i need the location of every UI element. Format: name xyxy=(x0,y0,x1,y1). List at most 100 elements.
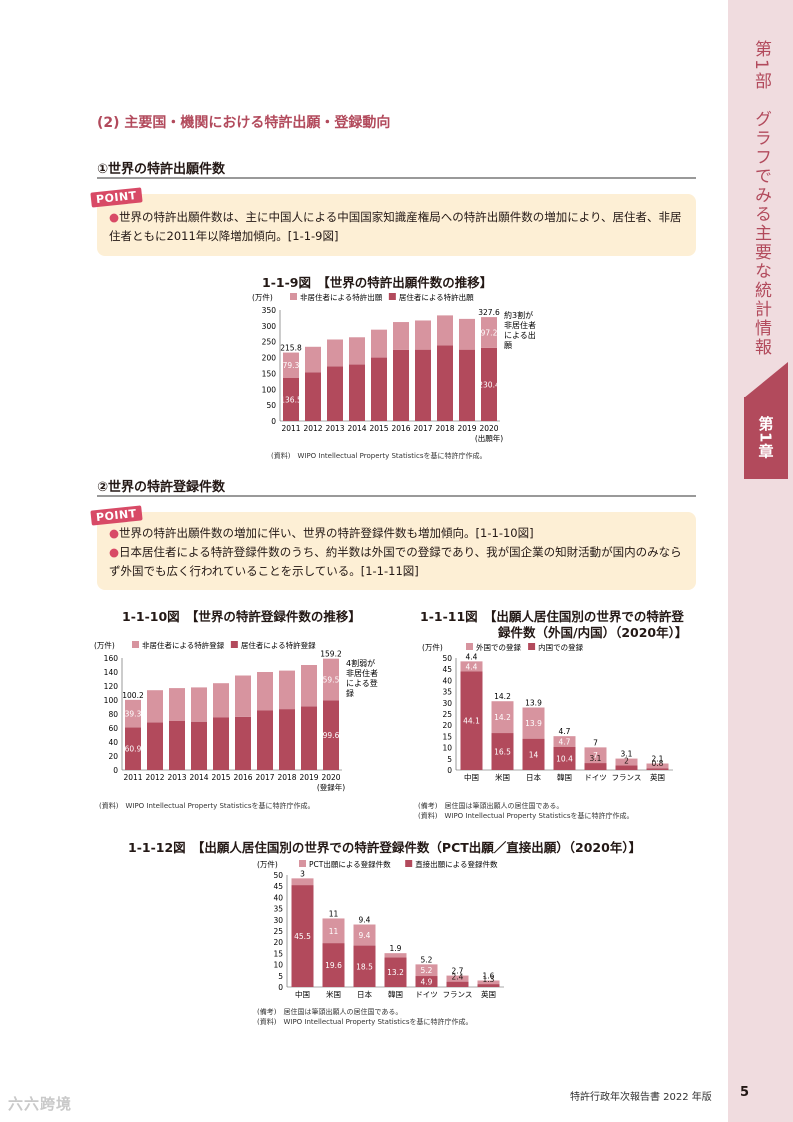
legend-entry: 非居住者による特許出願 xyxy=(300,292,383,302)
y-tick-label: 40 xyxy=(442,676,452,685)
data-label: 215.8 xyxy=(280,344,302,353)
x-tick-label: 2015 xyxy=(211,773,230,782)
bar-segment xyxy=(322,943,345,987)
data-label: 11 xyxy=(329,927,339,936)
legend-swatch xyxy=(299,860,306,867)
legend-swatch xyxy=(230,641,238,648)
subsection-title-applications: ①世界の特許出願件数 xyxy=(97,162,226,177)
legend-entry: 直接出願による登録件数 xyxy=(415,859,498,869)
x-tick-label: 米国 xyxy=(326,989,341,999)
data-label: 100.2 xyxy=(122,691,144,700)
figure-source: (資料) WIPO Intellectual Property Statisti… xyxy=(99,802,315,810)
y-tick-label: 35 xyxy=(442,688,452,697)
data-label: 59.5 xyxy=(323,675,340,684)
part-label: 第1部 グラフでみる主要な統計情報 xyxy=(751,40,771,357)
data-label: 4.9 xyxy=(421,978,433,987)
bar-segment xyxy=(491,701,514,734)
y-tick-label: 45 xyxy=(273,882,283,891)
divider xyxy=(97,177,696,179)
x-tick-label: 2019 xyxy=(457,424,476,433)
y-tick-label: 40 xyxy=(108,738,118,747)
y-tick-label: 350 xyxy=(262,306,277,315)
bar-segment xyxy=(481,317,497,348)
figure-title-12: 1-1-12図 【出願人居住国別の世界での特許登録件数（PCT出願／直接出願）（… xyxy=(128,840,642,855)
x-tick-label: 2020 xyxy=(479,424,498,433)
data-label: 7 xyxy=(593,738,598,747)
bar-segment xyxy=(235,716,251,770)
bar-segment xyxy=(125,727,141,770)
section-title: (2) 主要国・機関における特許出願・登録動向 xyxy=(97,115,391,131)
data-label: 9.4 xyxy=(359,931,371,940)
x-tick-label: 2014 xyxy=(347,424,366,433)
y-tick-label: 30 xyxy=(273,916,283,925)
bar-segment xyxy=(169,721,185,770)
bar-segment xyxy=(393,349,409,421)
legend-entry: 内国での登録 xyxy=(538,642,583,652)
data-label: 9.4 xyxy=(359,916,371,925)
bar-segment xyxy=(283,352,299,378)
bar-segment xyxy=(213,683,229,718)
y-tick-label: 150 xyxy=(262,369,277,378)
bar-segment xyxy=(257,672,273,711)
data-label: 18.5 xyxy=(356,962,373,971)
y-tick-label: 100 xyxy=(104,696,119,705)
y-tick-label: 140 xyxy=(104,668,119,677)
x-tick-label: 2012 xyxy=(145,773,164,782)
y-tick-label: 10 xyxy=(273,961,283,970)
bar-segment xyxy=(191,721,207,770)
y-tick-label: 40 xyxy=(273,893,283,902)
bar-segment xyxy=(125,699,141,728)
data-label: 13.9 xyxy=(525,719,542,728)
point-box-1: ●世界の特許出願件数は、主に中国人による中国国家知識産権局への特許出願件数の増加… xyxy=(97,194,696,256)
chart-unit-label: (万件) xyxy=(94,640,115,650)
bar-segment xyxy=(553,736,576,747)
bar-segment xyxy=(522,738,545,770)
bar-segment xyxy=(147,722,163,770)
bar-segment xyxy=(322,918,345,944)
bar-segment xyxy=(301,665,317,707)
bar-segment xyxy=(169,688,185,721)
y-tick-label: 30 xyxy=(442,699,452,708)
y-tick-label: 0 xyxy=(278,983,283,992)
y-tick-label: 20 xyxy=(442,721,452,730)
chart-annotation: 願 xyxy=(504,341,512,350)
data-label: 4.4 xyxy=(466,652,478,661)
x-tick-label: 2017 xyxy=(255,773,274,782)
x-tick-label: 韓国 xyxy=(388,989,403,999)
y-tick-label: 5 xyxy=(278,972,283,981)
y-tick-label: 45 xyxy=(442,665,452,674)
data-label: 5.2 xyxy=(421,955,433,964)
bar-segment xyxy=(349,337,365,365)
bar-segment xyxy=(481,347,497,421)
data-label: 2.7 xyxy=(452,967,464,976)
y-tick-label: 50 xyxy=(266,401,276,410)
point-box-2: ●世界の特許出願件数の増加に伴い、世界の特許登録件数も増加傾向。[1-1-10図… xyxy=(97,512,696,590)
chapter-label: 第1章 xyxy=(744,397,788,479)
legend-entry: 居住者による特許登録 xyxy=(241,640,316,650)
divider xyxy=(97,495,696,497)
y-tick-label: 35 xyxy=(273,905,283,914)
bar-segment xyxy=(646,768,669,770)
y-tick-label: 50 xyxy=(442,654,452,663)
data-label: 97.2 xyxy=(481,329,498,338)
x-tick-label: 韓国 xyxy=(557,772,572,782)
data-label: 79.3 xyxy=(283,361,300,370)
data-label: 4.7 xyxy=(559,737,571,746)
bar-segment xyxy=(415,349,431,421)
data-label: 159.2 xyxy=(320,650,342,659)
figure-title-11-line2: 録件数（外国/内国）（2020年）】 xyxy=(498,625,688,640)
y-tick-label: 25 xyxy=(273,927,283,936)
data-label: 1.3 xyxy=(483,975,495,984)
bar-segment xyxy=(279,709,295,770)
data-label: 60.9 xyxy=(125,745,142,754)
y-tick-label: 10 xyxy=(442,744,452,753)
bar-segment xyxy=(323,658,339,701)
chart-fig9: (万件) 非居住者による特許出願 居住者による特許出願 0 50 100 150 200 250… xyxy=(252,292,536,443)
figure-source: (資料) WIPO Intellectual Property Statisti… xyxy=(271,452,487,460)
bar-segment xyxy=(459,318,475,350)
y-tick-label: 250 xyxy=(262,338,277,347)
y-tick-label: 100 xyxy=(262,385,277,394)
legend-swatch xyxy=(466,643,473,650)
data-label: 14 xyxy=(529,750,539,759)
data-label: 230.4 xyxy=(478,380,500,389)
